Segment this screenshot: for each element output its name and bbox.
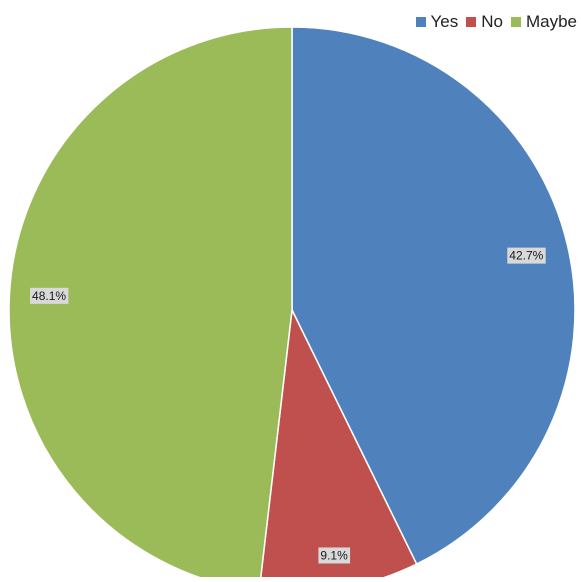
- data-label-bg-no: [318, 547, 351, 564]
- pie-slices: [8, 26, 576, 582]
- legend-item-no[interactable]: No: [466, 12, 503, 32]
- pie-slice-maybe[interactable]: [8, 26, 293, 582]
- data-label-yes: 42.7%: [507, 247, 546, 264]
- legend-swatch-yes: [415, 17, 426, 27]
- legend-label-yes: Yes: [430, 12, 459, 31]
- data-label-text-maybe: 48.1%: [32, 289, 66, 303]
- data-label-bg-yes: [507, 247, 546, 264]
- legend-swatch-maybe: [510, 17, 521, 27]
- legend-label-maybe: Maybe: [525, 12, 577, 31]
- data-label-bg-maybe: [30, 287, 69, 304]
- data-label-maybe: 48.1%: [30, 287, 69, 304]
- legend-item-maybe[interactable]: Maybe: [510, 12, 577, 32]
- legend-item-yes[interactable]: Yes: [415, 12, 459, 32]
- pie-slice-no[interactable]: [259, 307, 418, 582]
- legend-swatch-no: [466, 17, 477, 27]
- pie-data-labels: 42.7% 9.1% 48.1%: [30, 247, 546, 564]
- data-label-text-yes: 42.7%: [509, 249, 543, 263]
- chart-legend: Yes No Maybe: [415, 12, 577, 32]
- data-label-no: 9.1%: [318, 547, 351, 564]
- legend-label-no: No: [481, 12, 503, 31]
- pie-slice-yes[interactable]: [291, 26, 576, 566]
- data-label-text-no: 9.1%: [320, 548, 348, 562]
